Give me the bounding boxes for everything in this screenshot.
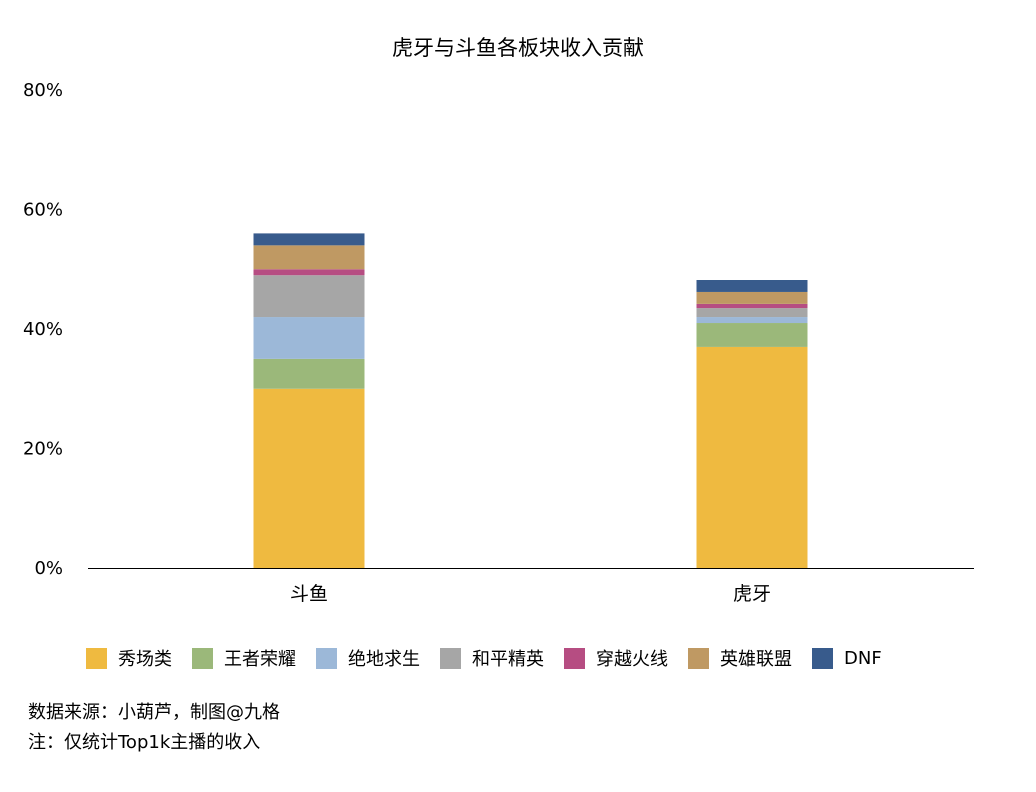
bar-segment-1-1 (253, 388, 365, 568)
bar-segment-1-3 (253, 317, 365, 359)
legend-label: DNF (844, 647, 882, 669)
legend-swatch (440, 647, 461, 669)
legend-item: 秀场类 (86, 645, 172, 671)
bar-segment-1-4 (253, 275, 365, 318)
legend-swatch (86, 647, 107, 669)
legend-swatch (812, 647, 833, 669)
bar-segment-2-6 (696, 291, 808, 304)
legend-label: 穿越火线 (596, 649, 668, 670)
legend-swatch (564, 647, 585, 669)
source-note: 数据来源：小葫芦，制图@九格 (28, 702, 280, 723)
legend-item: 穿越火线 (564, 645, 668, 671)
bar-segment-2-4 (696, 308, 808, 318)
y-tick-label: 60% (23, 200, 63, 221)
bar-segment-1-2 (253, 358, 365, 389)
legend-label: 王者荣耀 (224, 649, 296, 670)
bar-segment-1-6 (253, 245, 365, 270)
y-tick-label: 40% (23, 319, 63, 340)
legend-swatch (688, 647, 709, 669)
x-category-label: 虎牙 (733, 583, 771, 605)
bar-segment-1-5 (253, 269, 365, 276)
legend-label: 英雄联盟 (720, 649, 792, 670)
legend-item: DNF (812, 647, 882, 669)
chart-title: 虎牙与斗鱼各板块收入贡献 (392, 36, 644, 60)
legend-swatch (192, 647, 213, 669)
legend-label: 绝地求生 (348, 649, 420, 670)
chart-plot-area: 0% 20% 40% 60% 80% 斗鱼 虎牙 (23, 80, 974, 605)
y-tick-label: 20% (23, 439, 63, 460)
legend-label: 秀场类 (118, 649, 172, 670)
bar-segment-2-5 (696, 303, 808, 309)
chart-legend: 秀场类 王者荣耀 绝地求生 和平精英 穿越火线 英雄联盟 DNF (86, 645, 902, 671)
bar-segment-2-1 (696, 346, 808, 568)
legend-label: 和平精英 (472, 649, 544, 670)
bar-segment-2-2 (696, 323, 808, 347)
bar-segment-2-3 (696, 317, 808, 324)
x-category-label: 斗鱼 (290, 583, 328, 605)
legend-item: 和平精英 (440, 645, 544, 671)
footnote: 注：仅统计Top1k主播的收入 (28, 732, 261, 753)
bar-segment-1-7 (253, 233, 365, 246)
legend-item: 王者荣耀 (192, 645, 296, 671)
y-tick-label: 80% (23, 80, 63, 101)
legend-item: 绝地求生 (316, 645, 420, 671)
legend-item: 英雄联盟 (688, 645, 792, 671)
y-tick-label: 0% (34, 558, 63, 579)
legend-swatch (316, 647, 337, 669)
bar-segment-2-7 (696, 280, 808, 292)
